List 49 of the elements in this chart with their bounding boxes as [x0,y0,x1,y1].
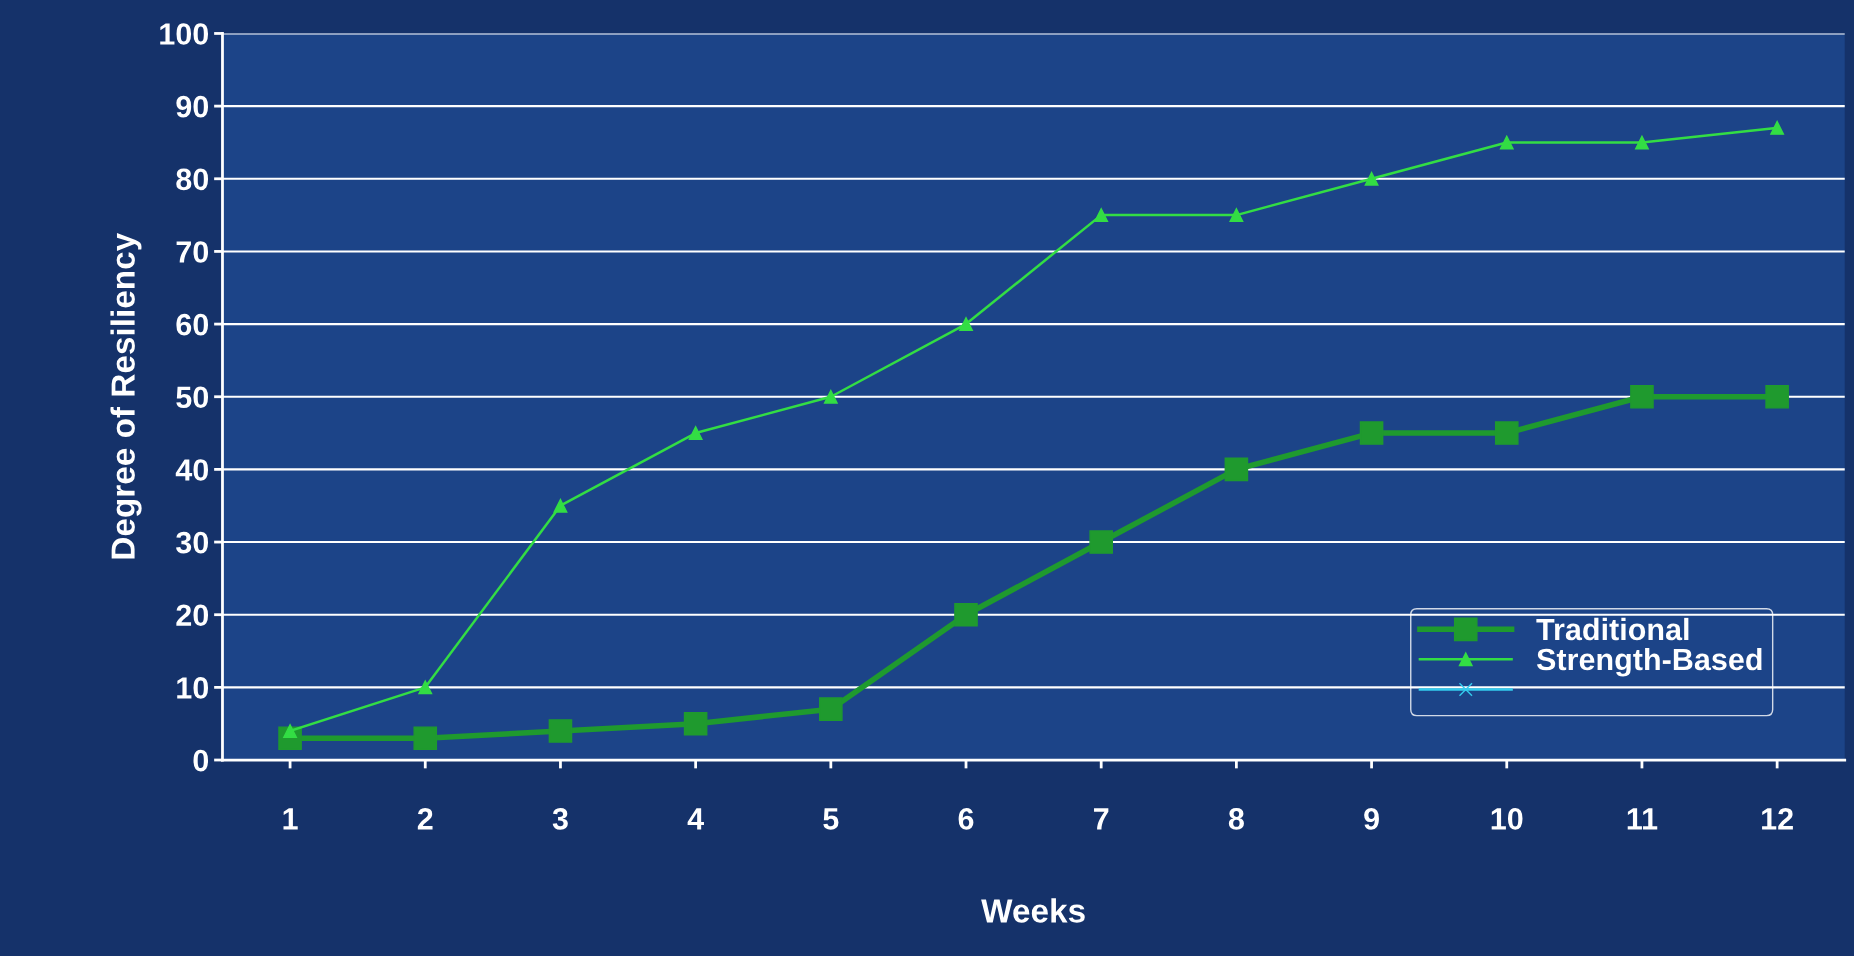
point [1359,421,1384,445]
y-tick-label: 10 [177,677,209,699]
y-tick-label: 80 [176,168,209,191]
point [1499,135,1514,150]
legend-label: Traditional [1536,617,1689,641]
legend-label: Strength-Based [1536,647,1762,677]
y-axis-title: Degree of Resiliency [110,232,142,559]
point [1630,384,1654,409]
x-tick-label: 3 [552,808,568,830]
point [1770,120,1785,135]
x-tick-label: 2 [417,808,433,830]
x-tick-label: 12 [1762,808,1793,830]
point [548,719,573,743]
point [954,602,978,627]
point [1229,208,1244,223]
y-tick-label: 30 [176,531,209,554]
y-tick-label: 90 [176,95,209,118]
point [959,317,973,332]
point [1089,530,1114,554]
y-tick-label: 20 [176,604,209,627]
point [1364,171,1379,186]
x-tick-label: 1 [283,808,298,830]
y-tick-label: 100 [160,23,209,45]
x-tick-label: 8 [1228,808,1244,830]
x-tick-label: 10 [1491,808,1523,830]
point [819,697,843,721]
point [683,711,708,736]
y-tick-label: 60 [176,313,209,336]
point [1224,457,1249,482]
x-tick-label: 5 [823,808,839,830]
point [1094,208,1109,223]
y-tick-label: 70 [176,241,209,263]
x-tick-label: 4 [687,808,704,830]
point [553,498,568,513]
point [413,726,438,751]
point [823,389,838,404]
x-tick-label: 11 [1627,808,1658,830]
point [1765,384,1789,409]
x-axis-title: Weeks [981,898,1085,923]
y-tick-label: 50 [176,386,209,409]
y-tick-label: 0 [193,749,209,772]
point [688,426,703,441]
x-tick-label: 7 [1094,808,1109,830]
x-tick-label: 9 [1364,808,1379,830]
point [1494,421,1519,445]
y-tick-label: 40 [175,459,209,481]
point [418,680,433,695]
point [1634,135,1649,150]
x-tick-label: 6 [958,808,974,830]
